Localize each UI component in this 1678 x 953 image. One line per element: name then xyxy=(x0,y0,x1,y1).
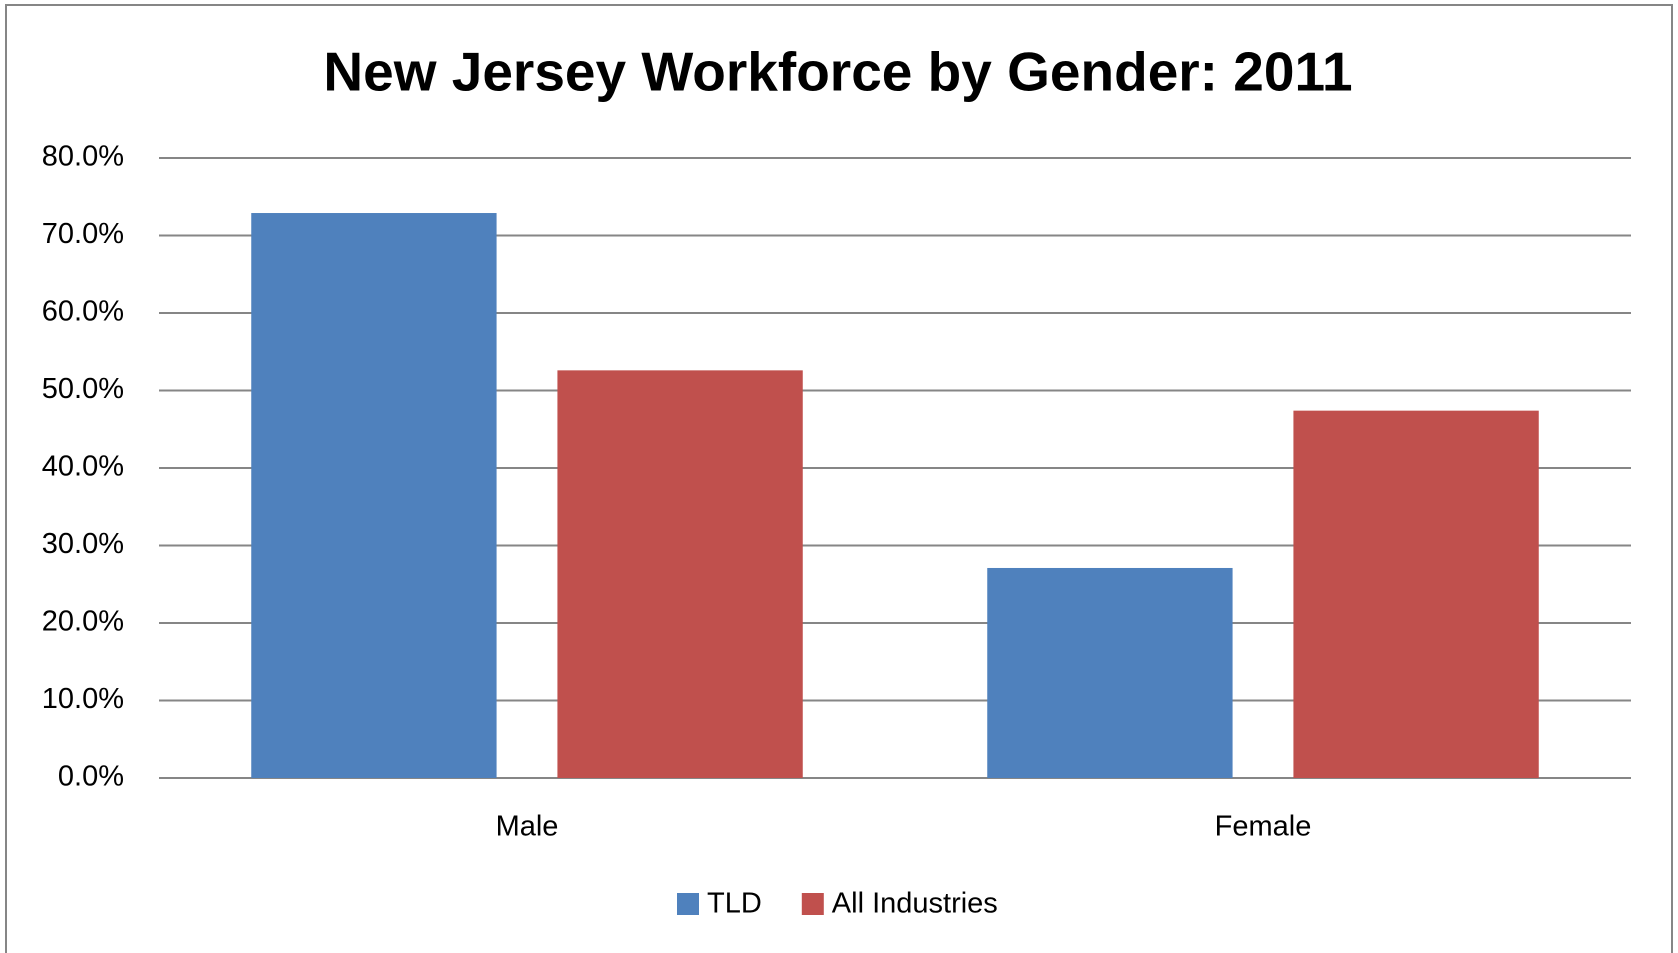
y-tick-label: 50.0% xyxy=(42,373,124,405)
y-tick-label: 70.0% xyxy=(42,218,124,250)
legend-label: TLD xyxy=(707,888,762,920)
chart-title: New Jersey Workforce by Gender: 2011 xyxy=(323,41,1352,103)
bar xyxy=(1293,410,1539,778)
y-tick-label: 30.0% xyxy=(42,528,124,560)
bar xyxy=(251,213,497,778)
legend-swatch xyxy=(677,893,699,915)
y-tick-label: 60.0% xyxy=(42,296,124,328)
bar xyxy=(987,567,1233,778)
legend-label: All Industries xyxy=(832,888,998,920)
y-tick-label: 10.0% xyxy=(42,683,124,715)
x-tick-label: Female xyxy=(1215,811,1312,843)
y-tick-label: 0.0% xyxy=(58,761,124,793)
y-tick-label: 80.0% xyxy=(42,141,124,173)
bar xyxy=(557,370,803,778)
legend-swatch xyxy=(801,893,824,915)
y-tick-label: 20.0% xyxy=(42,606,124,638)
x-tick-label: Male xyxy=(496,811,559,843)
y-tick-label: 40.0% xyxy=(42,451,124,483)
